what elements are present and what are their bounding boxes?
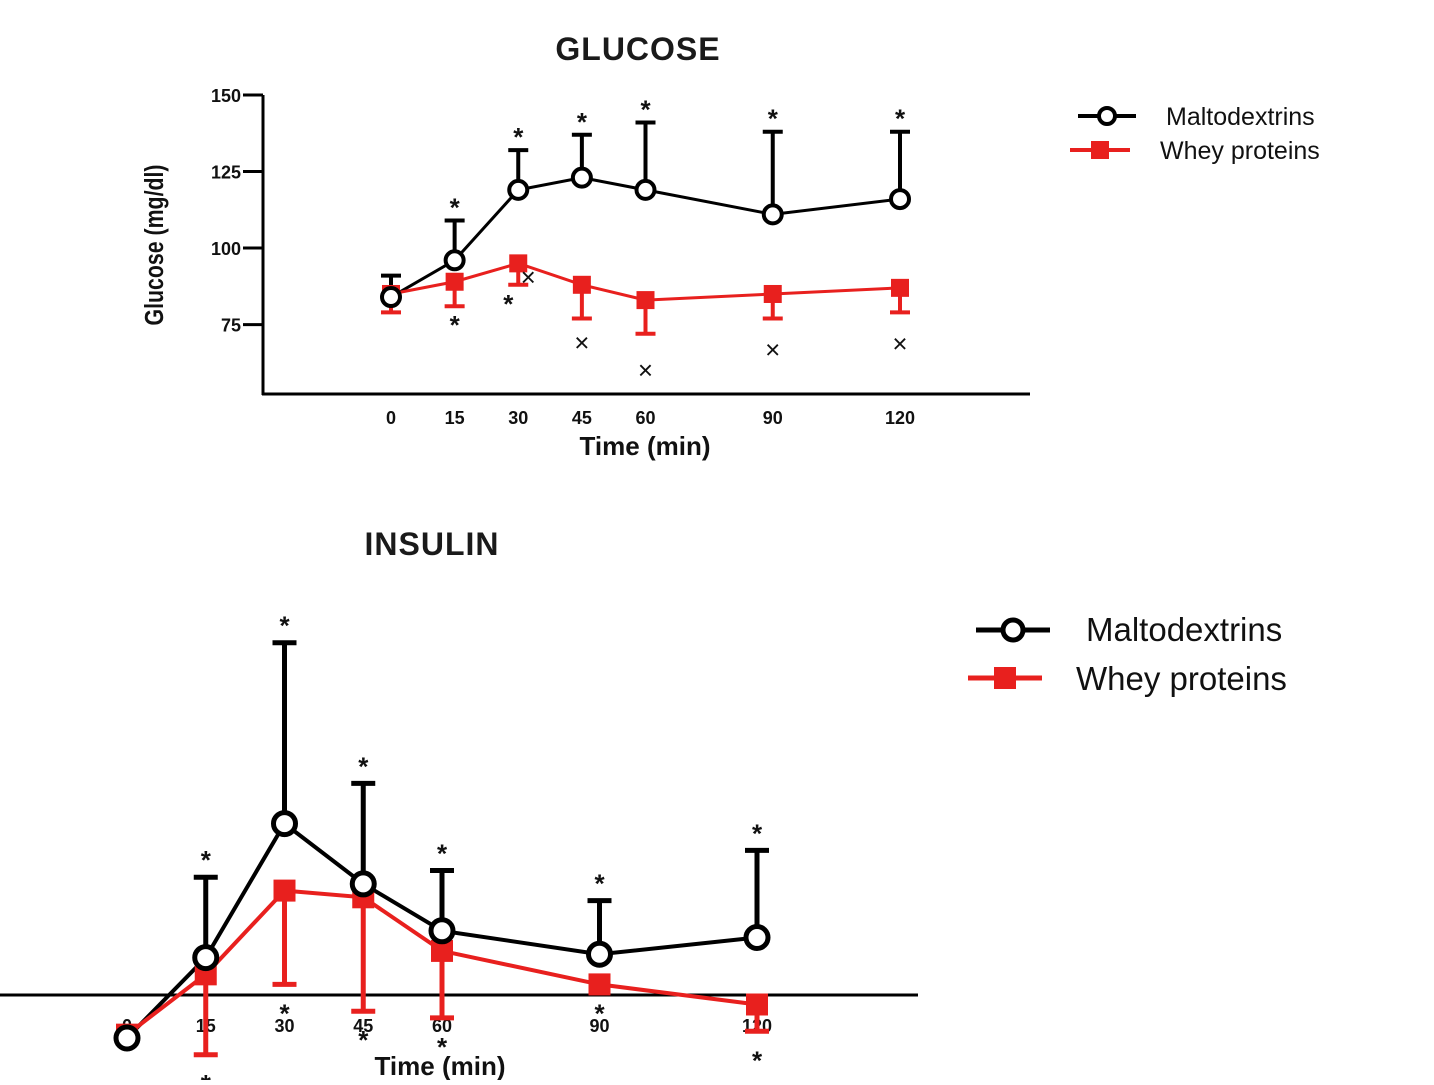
point-maltodextrins	[382, 288, 400, 306]
significance-star-maltodextrins: *	[450, 193, 461, 223]
x-tick-label: 45	[572, 408, 592, 428]
glucose-y-axis-label: Glucose (mg/dl)	[140, 164, 170, 325]
point-whey	[446, 273, 464, 291]
legend-label-maltodextrins: Maltodextrins	[1086, 611, 1282, 648]
legend-marker-whey	[994, 667, 1016, 689]
significance-cross-whey: ×	[892, 328, 907, 358]
point-maltodextrins	[746, 927, 768, 949]
point-whey	[637, 291, 655, 309]
significance-star-whey: *	[450, 310, 461, 340]
glucose-legend: Maltodextrins Whey proteins	[1070, 103, 1320, 165]
point-maltodextrins	[274, 813, 296, 835]
legend-marker-maltodextrins	[1099, 108, 1115, 124]
point-whey	[764, 285, 782, 303]
x-tick-label: 120	[885, 408, 915, 428]
y-tick-label: 125	[211, 163, 241, 183]
glucose-x-axis-label: Time (min)	[580, 431, 711, 461]
significance-cross-whey: ×	[521, 262, 536, 292]
significance-cross-whey: ×	[765, 334, 780, 364]
significance-star-maltodextrins: *	[594, 869, 605, 899]
figure-canvas: GLUCOSE 75 100 125 150 0 15 30 45 60 90 120 Time …	[0, 0, 1434, 1080]
insulin-chart-title: INSULIN	[365, 526, 500, 562]
significance-star-maltodextrins: *	[358, 751, 369, 781]
glucose-chart: GLUCOSE 75 100 125 150 0 15 30 45 60 90 120 Time …	[140, 31, 1320, 461]
x-tick-label: 60	[635, 408, 655, 428]
significance-star-maltodextrins: *	[577, 107, 588, 137]
glucose-y-ticks: 75 100 125 150	[211, 86, 263, 336]
significance-cross-whey: ×	[638, 355, 653, 385]
point-whey	[891, 279, 909, 297]
point-maltodextrins	[509, 181, 527, 199]
point-maltodextrins	[195, 947, 217, 969]
significance-star-whey: *	[503, 289, 514, 319]
significance-star-maltodextrins: *	[752, 818, 763, 848]
x-tick-label: 0	[386, 408, 396, 428]
point-maltodextrins	[352, 873, 374, 895]
insulin-series: * * * * * * * * * * * *	[116, 611, 769, 1080]
significance-star-maltodextrins: *	[768, 104, 779, 134]
glucose-series: *** * * ***×××× ×	[381, 95, 910, 385]
point-whey	[274, 880, 296, 902]
insulin-legend: Maltodextrins Whey proteins	[968, 611, 1287, 697]
significance-star-maltodextrins: *	[513, 122, 524, 152]
significance-star-maltodextrins: *	[640, 95, 651, 125]
legend-marker-whey	[1091, 141, 1109, 159]
x-tick-label: 30	[508, 408, 528, 428]
point-maltodextrins	[891, 190, 909, 208]
legend-label-whey: Whey proteins	[1076, 660, 1287, 697]
significance-cross-whey: ×	[574, 327, 589, 357]
legend-label-maltodextrins: Maltodextrins	[1166, 103, 1315, 131]
point-maltodextrins	[589, 943, 611, 965]
point-whey	[573, 276, 591, 294]
glucose-x-ticks: 0 15 30 45 60 90 120	[386, 408, 915, 428]
y-tick-label: 150	[211, 86, 241, 106]
significance-star-whey: *	[594, 998, 605, 1028]
point-maltodextrins	[573, 169, 591, 187]
legend-marker-maltodextrins	[1003, 620, 1023, 640]
significance-star-whey: *	[437, 1032, 448, 1062]
x-tick-label: 15	[445, 408, 465, 428]
point-maltodextrins	[431, 920, 453, 942]
significance-star-maltodextrins: *	[201, 845, 212, 875]
x-tick-label: 90	[763, 408, 783, 428]
point-maltodextrins	[116, 1027, 138, 1049]
point-whey	[746, 994, 768, 1016]
point-maltodextrins	[637, 181, 655, 199]
significance-star-maltodextrins: *	[895, 104, 906, 134]
significance-star-whey: *	[358, 1025, 369, 1055]
significance-star-whey: *	[752, 1045, 763, 1075]
significance-star-whey: *	[201, 1069, 212, 1080]
chart-svg: GLUCOSE 75 100 125 150 0 15 30 45 60 90 120 Time …	[0, 0, 1434, 1080]
significance-star-maltodextrins: *	[279, 611, 290, 641]
point-whey	[589, 973, 611, 995]
point-maltodextrins	[446, 251, 464, 269]
significance-star-maltodextrins: *	[437, 839, 448, 869]
glucose-chart-title: GLUCOSE	[555, 31, 720, 67]
significance-star-whey: *	[279, 998, 290, 1028]
point-maltodextrins	[764, 205, 782, 223]
y-tick-label: 100	[211, 239, 241, 259]
legend-label-whey: Whey proteins	[1160, 137, 1320, 165]
y-tick-label: 75	[221, 316, 241, 336]
